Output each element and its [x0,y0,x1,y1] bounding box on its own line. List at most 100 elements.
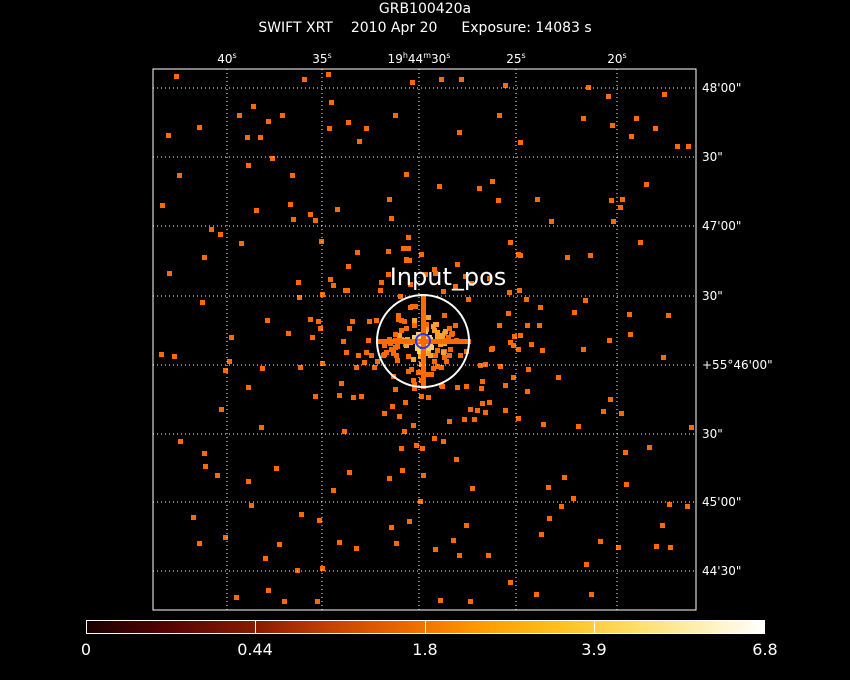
photon-pixel [581,347,586,352]
photon-pixel [265,318,270,323]
photon-pixel [411,423,416,428]
photon-pixel [159,352,164,357]
photon-pixel [246,163,251,168]
photon-pixel [406,339,411,344]
photon-pixel [409,367,414,372]
photon-pixel [426,346,431,351]
photon-pixel [393,345,398,350]
photon-pixel [487,276,492,281]
photon-pixel [296,280,301,285]
photon-pixel [435,364,440,369]
photon-pixel [202,255,207,260]
date-label: 2010 Apr 20 [350,20,438,36]
photon-pixel [346,264,351,269]
photon-pixel [259,425,264,430]
photon-pixel [398,294,403,299]
photon-pixel [391,339,396,344]
photon-pixel [421,339,426,344]
photon-pixel [350,319,355,324]
photon-pixel [335,207,340,212]
photon-pixel [418,499,423,504]
photon-pixel [581,116,586,121]
photon-pixel [627,312,632,317]
photon-pixel [421,294,426,299]
photon-pixel [547,516,552,521]
photon-pixel [441,439,446,444]
photon-pixel [378,288,383,293]
photon-pixel [421,364,426,369]
photon-pixel [609,198,614,203]
photon-pixel [329,100,334,105]
photon-pixel [411,378,416,383]
photon-pixel [549,219,554,224]
photon-pixel [437,184,442,189]
photon-pixel [223,535,228,540]
photon-pixel [446,335,451,340]
photon-pixel [260,366,265,371]
photon-pixel [415,346,420,351]
photon-pixel [546,485,551,490]
dec-label-48-00: 48'00" [702,81,742,95]
photon-pixel [435,334,440,339]
photon-pixel [251,104,256,109]
photon-pixel [326,72,331,77]
photon-pixel [629,134,634,139]
photon-pixel [436,339,441,344]
photon-pixel [191,515,196,520]
photon-pixel [308,212,313,217]
colorbar-label-68: 6.8 [752,640,778,659]
photon-pixel [426,315,431,320]
photon-pixel [387,476,392,481]
photon-pixel [366,338,371,343]
photon-pixel [320,566,325,571]
photon-pixel [464,384,469,389]
photon-pixel [461,339,466,344]
photon-pixel [376,339,381,344]
photon-pixel [239,241,244,246]
photon-pixel [447,353,452,358]
photon-pixel [598,539,603,544]
photon-pixel [394,541,399,546]
photon-pixel [397,333,402,338]
photon-pixel [416,370,421,375]
photon-pixel [431,366,436,371]
photon-pixel [421,354,426,359]
photon-pixel [421,309,426,314]
photon-pixel [331,488,336,493]
photon-pixel [402,319,407,324]
photon-pixel [444,359,449,364]
colorbar-label-044: 0.44 [237,640,273,659]
photon-pixel [464,523,469,528]
photon-pixel [607,338,612,343]
photon-pixel [431,339,436,344]
photon-pixel [619,411,624,416]
photon-pixel [425,372,430,377]
photon-pixel [412,382,417,387]
photon-pixel [337,393,342,398]
photon-pixel [172,354,177,359]
photon-events [159,72,694,604]
photon-pixel [644,182,649,187]
photon-pixel [490,179,495,184]
photon-pixel [318,326,323,331]
photon-pixel [403,400,408,405]
photon-pixel [412,323,417,328]
coordinate-grid [153,69,696,610]
photon-pixel [393,387,398,392]
photon-pixel [424,322,429,327]
photon-pixel [433,547,438,552]
photon-pixel [200,300,205,305]
photon-pixel [406,354,411,359]
photon-pixel [313,218,318,223]
photon-pixel [457,553,462,558]
photon-pixel [525,323,530,328]
photon-pixel [400,468,405,473]
photon-pixel [160,203,165,208]
photon-pixel [660,523,665,528]
photon-pixel [410,80,415,85]
photon-pixel [384,350,389,355]
photon-pixel [399,328,404,333]
photon-pixel [351,395,356,400]
photon-pixel [507,290,512,295]
colorbar-tick [425,620,426,634]
